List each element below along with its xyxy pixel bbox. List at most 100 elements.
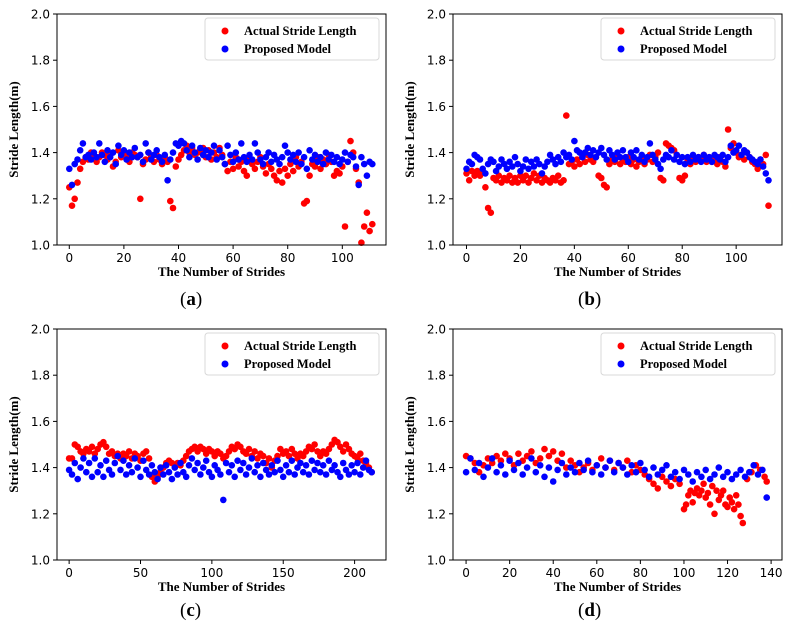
scatter-chart-b: 0 20 40 60 80 100 1.0 1.2 1.4 1.6 1.8 2.0 The Number… xyxy=(402,8,783,279)
chart-c-x-tick-label: 100 xyxy=(200,566,223,580)
chart-d-model-point xyxy=(641,466,648,474)
chart-c-model-point xyxy=(319,462,327,469)
chart-d-model-point xyxy=(475,459,483,467)
caption-a: (a) xyxy=(180,289,203,310)
chart-c-model-point xyxy=(368,468,376,476)
chart-a-actual-point xyxy=(287,160,294,168)
chart-b-actual-point xyxy=(598,174,605,182)
chart-c-model-point xyxy=(165,468,173,476)
chart-b-model-point xyxy=(657,165,664,173)
chart-c-model-point xyxy=(188,455,196,462)
chart-d-model-point xyxy=(759,466,766,474)
chart-d-model-point xyxy=(715,464,723,471)
chart-b-model-point xyxy=(678,153,686,161)
chart-b-model-point xyxy=(633,147,640,154)
chart-a-actual-point xyxy=(224,167,231,175)
chart-b-actual-point xyxy=(660,177,667,184)
chart-a-actual-point xyxy=(76,165,84,173)
chart-a-actual-point xyxy=(284,172,292,179)
chart-d-actual-point xyxy=(724,503,731,511)
chart-a-model-point xyxy=(186,153,193,161)
chart-c-model-point xyxy=(128,468,136,476)
chart-c-model-point xyxy=(299,468,307,476)
chart-c-model-point xyxy=(68,471,76,478)
chart-a-x-axis-label: The Number of Strides xyxy=(158,264,285,279)
chart-d-y-tick-label: 1.2 xyxy=(427,507,446,521)
chart-c-model-point xyxy=(248,455,256,462)
chart-c-model-point xyxy=(331,462,338,469)
chart-c-model-point xyxy=(122,471,130,478)
chart-a-x-tick-label: 100 xyxy=(331,251,354,265)
scatter-chart-d: 0 20 40 60 80 100 120 140 1.0 1.2 1.4 1.6 1.8 2.0 The … xyxy=(402,323,783,595)
chart-d-actual-point xyxy=(549,448,557,455)
chart-b-model-point xyxy=(544,158,551,166)
chart-c-model-point xyxy=(200,464,207,471)
chart-c-actual-point xyxy=(245,445,253,453)
chart-b-model-point xyxy=(611,156,619,163)
chart-b-series-model xyxy=(463,137,772,184)
chart-b-model-point xyxy=(482,170,489,177)
chart-a-model-point xyxy=(363,172,371,179)
chart-b-model-point xyxy=(530,163,538,170)
chart-c-model-point xyxy=(254,462,261,469)
chart-c-x-tick-label: 0 xyxy=(65,566,73,580)
chart-b-model-point xyxy=(522,156,530,163)
chart-a-model-point xyxy=(352,163,360,170)
chart-d-model-point xyxy=(624,471,631,478)
chart-a-model-point xyxy=(268,158,275,166)
chart-b-legend-marker-model xyxy=(617,45,625,53)
chart-c-model-point xyxy=(102,457,110,464)
chart-d-actual-point xyxy=(713,487,720,494)
chart-d-model-point xyxy=(754,471,762,478)
chart-c-actual-point xyxy=(357,450,364,457)
chart-a-actual-point xyxy=(360,223,368,230)
chart-a-actual-point xyxy=(369,220,376,228)
chart-d-model-point xyxy=(637,459,644,467)
chart-c-actual-point xyxy=(102,443,110,451)
chart-c-legend-marker-actual xyxy=(221,342,229,350)
chart-b-model-point xyxy=(571,137,578,145)
chart-c-plot-frame xyxy=(56,328,387,561)
chart-a-plot-frame xyxy=(56,13,387,246)
chart-d-model-point xyxy=(645,473,653,481)
chart-d-model-point xyxy=(589,468,596,476)
chart-a-model-point xyxy=(104,147,111,154)
chart-b-actual-point xyxy=(554,172,562,179)
chart-a-model-point xyxy=(358,153,365,161)
chart-d-model-point xyxy=(663,462,670,469)
chart-d-model-point xyxy=(510,466,518,474)
chart-b-model-point xyxy=(668,147,675,154)
chart-a-actual-point xyxy=(276,167,283,175)
chart-b-model-point xyxy=(503,165,511,173)
chart-a-y-tick-label: 1.6 xyxy=(31,100,50,114)
chart-d-model-point xyxy=(724,468,731,476)
chart-b-model-point xyxy=(708,158,716,166)
chart-a-model-point xyxy=(276,160,283,168)
chart-a-model-point xyxy=(284,149,292,156)
chart-a-actual-point xyxy=(366,227,373,235)
chart-b-model-point xyxy=(568,156,575,163)
chart-b-model-point xyxy=(525,165,532,173)
chart-a-model-point xyxy=(142,140,149,147)
chart-c-model-point xyxy=(285,468,293,476)
chart-a-model-point xyxy=(66,165,73,173)
chart-d-model-point xyxy=(746,468,753,476)
chart-b-model-point xyxy=(697,158,705,166)
chart-a-actual-point xyxy=(74,179,81,186)
chart-c-model-point xyxy=(337,473,344,481)
chart-a-model-point xyxy=(278,153,286,161)
chart-b-model-point xyxy=(665,153,672,161)
chart-d-x-tick-label: 80 xyxy=(633,566,648,580)
chart-c-model-point xyxy=(174,471,181,478)
chart-b-model-point xyxy=(687,158,694,166)
chart-b-y-tick-label: 1.8 xyxy=(427,54,446,68)
chart-d-x-tick-label: 140 xyxy=(760,566,783,580)
chart-d-actual-point xyxy=(536,455,544,462)
chart-b-model-point xyxy=(490,158,497,166)
chart-c-model-point xyxy=(291,471,299,478)
chart-d-model-point xyxy=(763,494,770,501)
chart-c-model-point xyxy=(225,468,233,476)
chart-a-model-point xyxy=(333,153,341,161)
chart-b-actual-point xyxy=(487,209,495,216)
